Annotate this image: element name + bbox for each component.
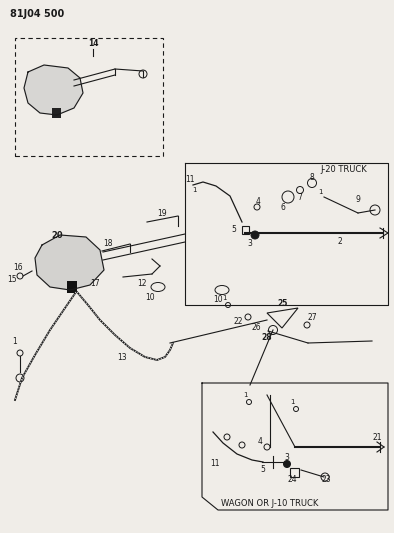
Text: 19: 19 [157,209,167,219]
Text: 22: 22 [233,318,243,327]
Text: 3: 3 [284,453,290,462]
Text: 4: 4 [256,197,260,206]
Text: 15: 15 [7,276,17,285]
Text: 1: 1 [192,187,196,193]
Polygon shape [24,65,83,115]
Bar [290,468,299,477]
Text: 14: 14 [88,39,98,49]
Text: 1: 1 [13,337,17,346]
Text: 5: 5 [232,225,236,235]
Bar [242,226,249,234]
Text: 21: 21 [372,433,382,442]
Text: 12: 12 [137,279,147,288]
Text: 26: 26 [251,322,261,332]
Text: J-20 TRUCK: J-20 TRUCK [320,166,367,174]
Text: 1: 1 [318,189,322,195]
Text: 10: 10 [145,294,155,303]
Text: WAGON OR J-10 TRUCK: WAGON OR J-10 TRUCK [221,499,319,508]
Text: 4: 4 [258,438,262,447]
Polygon shape [35,235,104,290]
Text: 11: 11 [185,175,195,184]
Circle shape [284,461,290,467]
Text: 1: 1 [290,399,294,405]
Bar [67,281,77,293]
Text: 16: 16 [13,262,23,271]
Circle shape [251,231,259,239]
Text: 25: 25 [278,300,288,309]
Text: 23: 23 [321,475,331,484]
Text: 81J04 500: 81J04 500 [10,9,64,19]
Text: 28: 28 [262,334,272,343]
Text: 11: 11 [210,458,220,467]
Text: 2: 2 [338,237,342,246]
Text: 1: 1 [243,392,247,398]
Text: 10: 10 [213,295,223,304]
Text: 6: 6 [281,203,285,212]
Text: 18: 18 [103,239,113,248]
Text: 3: 3 [247,238,253,247]
Text: 5: 5 [260,465,266,474]
Text: 20: 20 [51,231,63,240]
Text: 7: 7 [297,193,303,203]
Text: 27: 27 [307,312,317,321]
Text: 9: 9 [355,196,361,205]
Text: 8: 8 [310,173,314,182]
Bar [15,38,163,156]
Text: 24: 24 [287,474,297,483]
Text: 1: 1 [222,295,226,301]
Text: 17: 17 [90,279,100,288]
Text: 13: 13 [117,353,127,362]
Bar [52,108,61,118]
